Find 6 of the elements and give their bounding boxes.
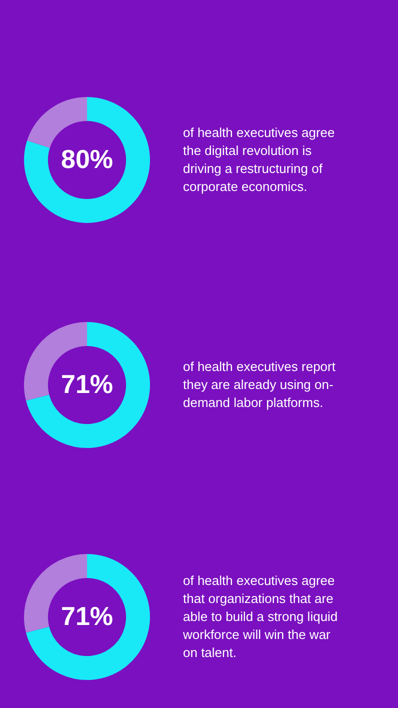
data-label: 80% <box>60 144 114 174</box>
text: of health executives report they are already using on-demand labor platforms. <box>183 358 336 412</box>
data-label: 71% <box>60 601 114 632</box>
text: of health executives agree the digital revolution is driving a restructuring of corporate economics. <box>183 124 336 196</box>
text: of health executives agree that organizations that are able to build a strong liquid workforce will win the war on talent. <box>183 572 339 662</box>
data-label: 71% <box>60 369 114 400</box>
